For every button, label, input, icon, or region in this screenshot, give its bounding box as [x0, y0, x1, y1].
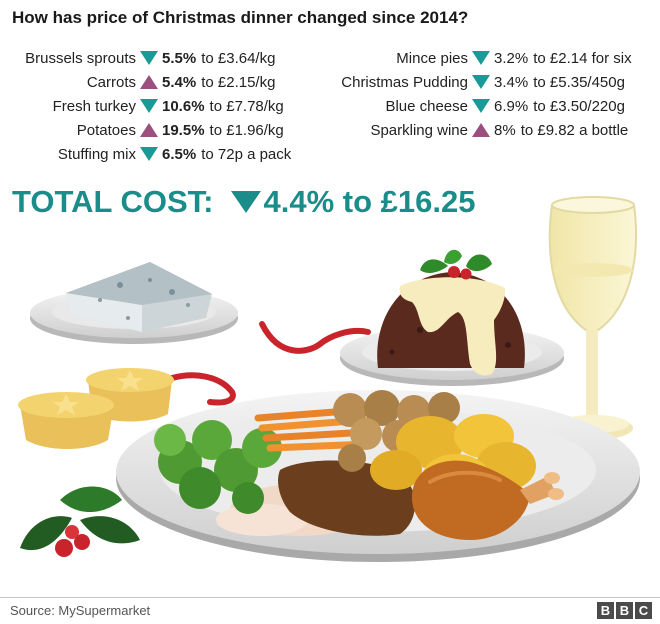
item-name: Sparkling wine [370, 121, 468, 139]
item-change: 10.6% [162, 97, 205, 115]
total-label: TOTAL COST: [12, 184, 214, 219]
down-arrow-icon [468, 47, 494, 69]
price-item-sparkling-wine: Sparkling wine 8% to £9.82 a bottle [310, 119, 660, 141]
item-change: 5.4% [162, 73, 197, 91]
price-item-fresh-turkey: Fresh turkey 10.6% to £7.78/kg [0, 95, 320, 117]
total-value: 4.4% to £16.25 [263, 184, 476, 219]
down-arrow-icon [136, 95, 162, 117]
price-item-blue-cheese: Blue cheese 6.9% to £3.50/220g [310, 95, 660, 117]
price-item-mince-pies: Mince pies 3.2% to £2.14 for six [310, 47, 660, 69]
item-price: to 72p a pack [201, 145, 292, 163]
item-price: to £2.15/kg [201, 73, 276, 91]
item-name: Fresh turkey [52, 97, 136, 115]
price-item-potatoes: Potatoes 19.5% to £1.96/kg [0, 119, 320, 141]
turkey-leg-icon [411, 460, 564, 540]
item-change: 6.5% [162, 145, 197, 163]
item-name: Stuffing mix [57, 145, 136, 163]
logo-letter: B [597, 602, 614, 619]
item-name: Potatoes [76, 121, 136, 139]
item-price: to £3.50/220g [533, 97, 625, 115]
bbc-logo: B B C [597, 602, 652, 619]
item-name: Blue cheese [385, 97, 468, 115]
item-change: 8% [494, 121, 516, 139]
item-price: to £7.78/kg [209, 97, 284, 115]
logo-letter: C [635, 602, 652, 619]
item-name: Christmas Pudding [341, 73, 468, 91]
up-arrow-icon [468, 119, 494, 141]
price-item-carrots: Carrots 5.4% to £2.15/kg [0, 71, 320, 93]
price-item-stuffing-mix: Stuffing mix 6.5% to 72p a pack [0, 143, 320, 165]
item-change: 6.9% [494, 97, 529, 115]
down-arrow-icon [136, 47, 162, 69]
item-change: 5.5% [162, 49, 197, 67]
christmas-pudding-icon [340, 249, 564, 386]
blue-cheese-plate-icon [30, 262, 238, 344]
footer-divider [0, 597, 660, 598]
up-arrow-icon [136, 71, 162, 93]
logo-letter: B [616, 602, 633, 619]
infographic-title: How has price of Christmas dinner change… [12, 8, 469, 27]
item-change: 3.4% [494, 73, 529, 91]
item-price: to £2.14 for six [533, 49, 632, 67]
mince-pies-icon [18, 368, 174, 449]
holly-icon [20, 486, 140, 557]
item-change: 19.5% [162, 121, 205, 139]
red-ribbon-icon [169, 321, 371, 406]
up-arrow-icon [136, 119, 162, 141]
item-price: to £1.96/kg [209, 121, 284, 139]
down-arrow-icon [228, 182, 264, 222]
source-note: Source: MySupermarket [10, 603, 151, 618]
down-arrow-icon [468, 95, 494, 117]
sparkling-wine-glass-icon [548, 196, 637, 440]
item-name: Mince pies [396, 49, 468, 67]
item-change: 3.2% [494, 49, 529, 67]
price-item-brussels-sprouts: Brussels sprouts 5.5% to £3.64/kg [0, 47, 320, 69]
item-name: Carrots [86, 73, 136, 91]
item-name: Brussels sprouts [25, 49, 136, 67]
price-item-christmas-pudding: Christmas Pudding 3.4% to £5.35/450g [310, 71, 660, 93]
down-arrow-icon [468, 71, 494, 93]
total-cost: TOTAL COST: 4.4% to £16.25 [12, 182, 475, 222]
item-price: to £9.82 a bottle [520, 121, 629, 139]
item-price: to £3.64/kg [201, 49, 276, 67]
item-price: to £5.35/450g [533, 73, 625, 91]
down-arrow-icon [136, 143, 162, 165]
